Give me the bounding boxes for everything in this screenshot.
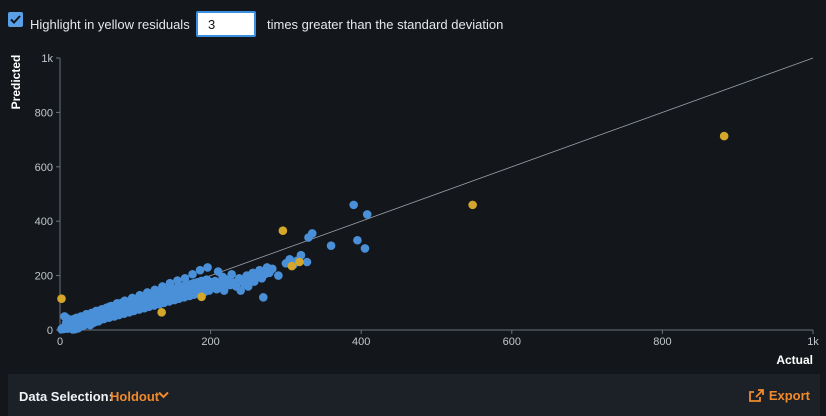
- data-point[interactable]: [67, 318, 77, 327]
- data-point[interactable]: [296, 250, 306, 260]
- data-point[interactable]: [243, 282, 253, 291]
- data-point[interactable]: [307, 229, 317, 238]
- y-tick-label: 800: [35, 107, 53, 119]
- data-point[interactable]: [202, 275, 212, 284]
- data-point[interactable]: [105, 302, 114, 311]
- residuals-scatter-chart: 0 200 400 600 800 1k 0 200 400 600 800 1k Predicted…: [9, 53, 820, 367]
- highlighted-residual-point[interactable]: [719, 131, 729, 141]
- highlight-checkbox[interactable]: [8, 12, 23, 27]
- data-point[interactable]: [188, 269, 197, 279]
- chart-points: [57, 131, 729, 334]
- data-selection-dropdown[interactable]: Holdout: [110, 389, 160, 404]
- data-point[interactable]: [195, 265, 205, 275]
- data-point[interactable]: [158, 282, 167, 291]
- data-point[interactable]: [90, 308, 99, 317]
- data-point[interactable]: [82, 311, 92, 321]
- x-tick-label: 0: [57, 336, 63, 348]
- highlighted-residual-point[interactable]: [468, 200, 477, 210]
- data-point[interactable]: [302, 257, 312, 267]
- data-point[interactable]: [326, 241, 336, 250]
- data-point[interactable]: [349, 200, 358, 210]
- data-point[interactable]: [219, 286, 229, 295]
- x-tick-label: 200: [201, 336, 219, 348]
- sd-multiplier-input[interactable]: [196, 11, 256, 37]
- data-point[interactable]: [165, 278, 175, 288]
- regular-points: [57, 200, 372, 334]
- highlighted-residual-point[interactable]: [295, 257, 304, 267]
- export-icon: [748, 389, 764, 402]
- data-point[interactable]: [227, 269, 236, 279]
- highlight-label: Highlight in yellow residuals: [30, 17, 190, 32]
- y-tick-label: 1k: [41, 53, 53, 65]
- data-point[interactable]: [97, 305, 107, 314]
- checkmark-icon: [10, 15, 21, 24]
- data-point[interactable]: [180, 274, 190, 283]
- y-tick-label: 200: [35, 271, 53, 283]
- data-selection-label: Data Selection:: [19, 389, 113, 404]
- chart-axes: 0 200 400 600 800 1k 0 200 400 600 800 1k: [35, 53, 820, 348]
- data-point[interactable]: [127, 293, 137, 303]
- highlighted-residual-point[interactable]: [157, 308, 166, 317]
- highlighted-residual-point[interactable]: [197, 292, 206, 302]
- highlight-suffix: times greater than the standard deviatio…: [267, 17, 504, 32]
- chevron-down-icon[interactable]: [158, 391, 169, 399]
- data-point[interactable]: [143, 288, 152, 297]
- highlighted-residual-point[interactable]: [57, 294, 66, 304]
- y-tick-label: 0: [47, 325, 53, 337]
- x-tick-label: 600: [503, 336, 521, 348]
- data-point[interactable]: [120, 296, 130, 305]
- export-label: Export: [768, 388, 810, 403]
- data-point[interactable]: [135, 290, 145, 300]
- data-point[interactable]: [353, 235, 362, 245]
- data-point[interactable]: [360, 244, 370, 253]
- highlight-toolbar: Highlight in yellow residuals times grea…: [0, 0, 826, 50]
- highlighted-residual-point[interactable]: [278, 226, 288, 236]
- data-point[interactable]: [274, 271, 283, 280]
- data-point[interactable]: [213, 267, 223, 276]
- data-point[interactable]: [173, 276, 182, 285]
- data-point[interactable]: [236, 286, 246, 295]
- highlighted-points: [57, 131, 729, 317]
- x-axis-label: Actual: [776, 353, 813, 367]
- y-tick-label: 600: [35, 162, 53, 174]
- x-tick-label: 400: [352, 336, 370, 348]
- x-tick-label: 800: [653, 336, 671, 348]
- export-button[interactable]: Export: [748, 388, 810, 403]
- data-point[interactable]: [268, 264, 277, 274]
- data-point[interactable]: [203, 263, 212, 272]
- data-point[interactable]: [112, 299, 122, 308]
- data-point[interactable]: [259, 293, 268, 302]
- chart-footer: Data Selection: Holdout Export: [8, 374, 820, 416]
- data-point[interactable]: [362, 210, 372, 219]
- highlighted-residual-point[interactable]: [287, 261, 297, 271]
- y-tick-label: 400: [35, 216, 53, 228]
- data-point[interactable]: [150, 285, 160, 295]
- y-axis-label: Predicted: [9, 55, 23, 110]
- data-point[interactable]: [75, 314, 84, 324]
- x-tick-label: 1k: [807, 336, 819, 348]
